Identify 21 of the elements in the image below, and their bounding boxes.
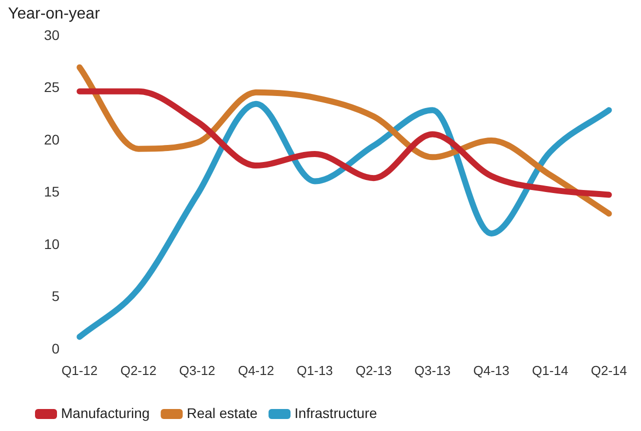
x-tick-label: Q3-12 [179, 362, 216, 378]
x-tick-label: Q1-12 [62, 362, 98, 378]
y-tick-label: 25 [44, 79, 60, 96]
legend-label: Manufacturing [61, 404, 150, 421]
x-tick-label: Q1-13 [296, 362, 333, 378]
x-tick-label: Q2-14 [590, 362, 628, 378]
y-tick-label: 20 [44, 131, 60, 148]
x-tick-label: Q3-13 [414, 362, 451, 378]
y-tick-label: 5 [52, 288, 60, 304]
y-tick-label: 15 [44, 184, 60, 200]
legend-label: Infrastructure [294, 404, 378, 421]
y-tick-label: 0 [52, 340, 60, 356]
x-tick-label: Q1-14 [532, 362, 568, 378]
x-tick-label: Q2-12 [120, 362, 156, 378]
y-axis-title: Year-on-year [8, 5, 101, 22]
x-tick-label: Q2-13 [356, 362, 392, 378]
y-tick-label: 30 [44, 26, 60, 43]
x-tick-label: Q4-12 [238, 362, 274, 378]
y-tick-label: 10 [44, 236, 60, 252]
x-tick-label: Q4-13 [473, 362, 510, 378]
legend-label: Real estate [186, 404, 258, 421]
